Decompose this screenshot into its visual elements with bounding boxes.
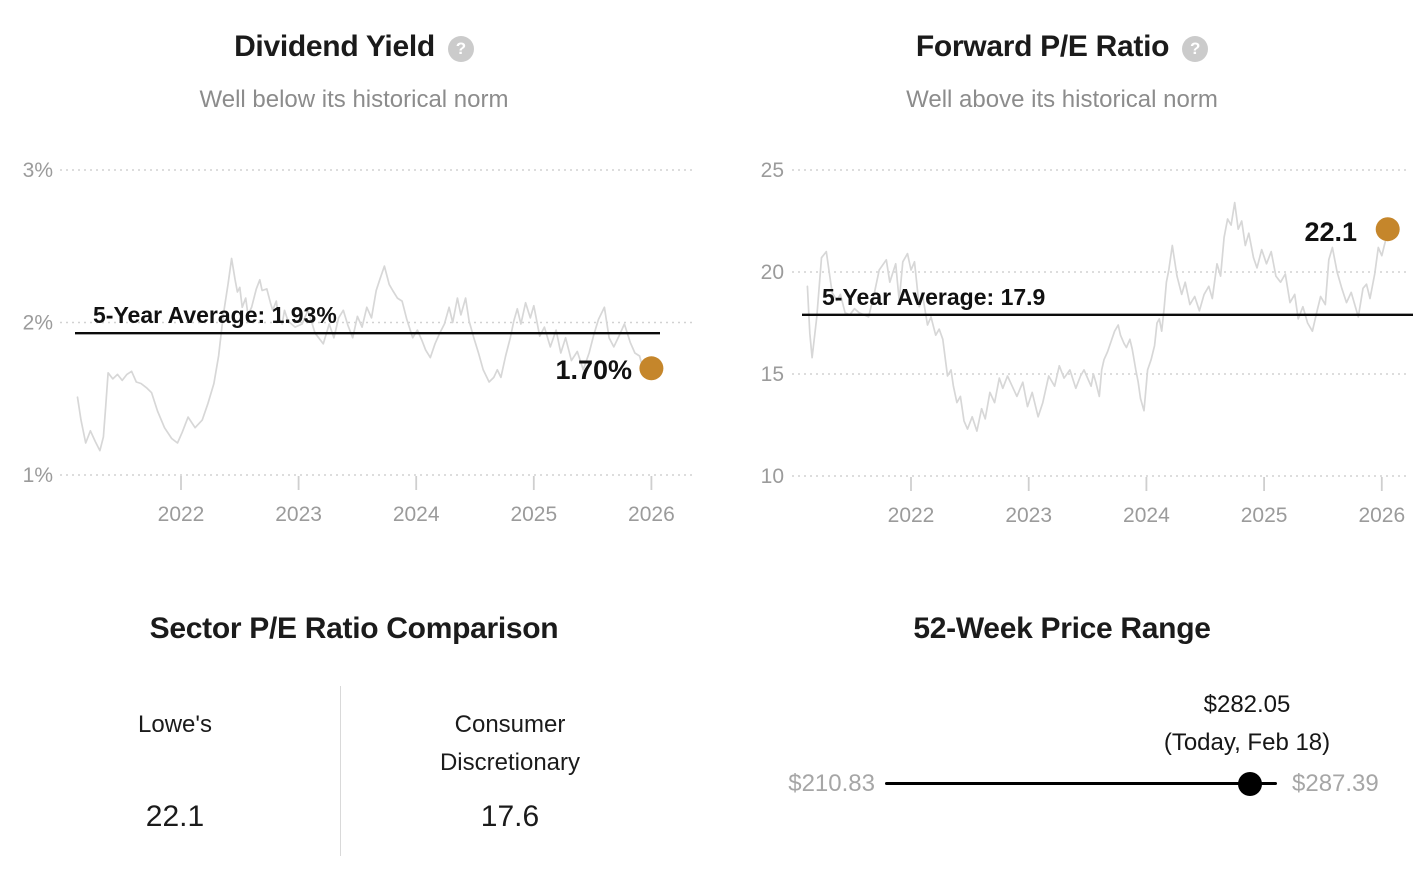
price-range-max-label: $287.39 [1292, 770, 1379, 797]
x-axis-label: 2025 [1241, 504, 1288, 527]
x-axis-label: 2026 [1358, 504, 1405, 527]
dividend-yield-subtitle: Well below its historical norm [199, 86, 509, 113]
price-range-current-price: $282.05 [1203, 691, 1291, 718]
forward-pe-average-label: 5-Year Average: 17.9 [822, 284, 1046, 310]
x-axis-label: 2025 [510, 503, 557, 526]
series-line [806, 201, 1389, 432]
x-axis-label: 2024 [1123, 504, 1170, 527]
y-axis-label: 20 [761, 261, 784, 284]
dividend-current-value: 1.70% [555, 355, 632, 385]
y-axis-label: 1% [23, 464, 53, 487]
price-range-title: 52-Week Price Range [913, 612, 1211, 645]
dividend-yield-title: Dividend Yield [234, 30, 435, 63]
x-axis-label: 2024 [393, 503, 440, 526]
y-axis-label: 3% [23, 159, 53, 182]
dividend-yield-header: Dividend Yield ? [0, 30, 708, 64]
compare-company-label: Lowe's [138, 711, 212, 738]
compare-sector-label: Consumer Discretionary [439, 711, 581, 776]
price-range-min-label: $210.83 [788, 770, 875, 797]
help-icon[interactable]: ? [447, 36, 474, 62]
y-axis-label: 10 [761, 465, 784, 488]
compare-divider [340, 686, 341, 856]
current-value-dot [639, 356, 664, 381]
dividend-average-label: 5-Year Average: 1.93% [93, 302, 337, 328]
sector-comparison-title: Sector P/E Ratio Comparison [149, 612, 559, 645]
compare-sector-value: 17.6 [480, 800, 540, 833]
x-axis-label: 2022 [888, 504, 935, 527]
current-value-dot [1375, 217, 1400, 242]
dividend-yield-chart: 3% 2% 1% 2022 2023 2024 2025 2026 [23, 159, 692, 526]
price-range-dot [1238, 772, 1262, 796]
forward-pe-title: Forward P/E Ratio [915, 30, 1170, 63]
x-axis-label: 2026 [628, 503, 675, 526]
x-axis-label: 2023 [1005, 504, 1052, 527]
x-axis-label: 2022 [158, 503, 205, 526]
y-axis-label: 25 [761, 159, 784, 182]
help-icon[interactable]: ? [1182, 36, 1209, 62]
y-axis-label: 15 [761, 363, 784, 386]
forward-pe-current-value: 22.1 [1304, 217, 1357, 247]
forward-pe-chart: 25 20 15 10 2022 2023 2024 2025 2026 [761, 159, 1413, 527]
x-axis-label: 2023 [275, 503, 322, 526]
compare-company-value: 22.1 [145, 800, 205, 833]
price-range-track [885, 782, 1277, 785]
price-range-current-date: (Today, Feb 18) [1163, 729, 1331, 756]
forward-pe-header: Forward P/E Ratio ? [708, 30, 1416, 64]
y-axis-label: 2% [23, 312, 53, 335]
forward-pe-subtitle: Well above its historical norm [906, 86, 1218, 113]
